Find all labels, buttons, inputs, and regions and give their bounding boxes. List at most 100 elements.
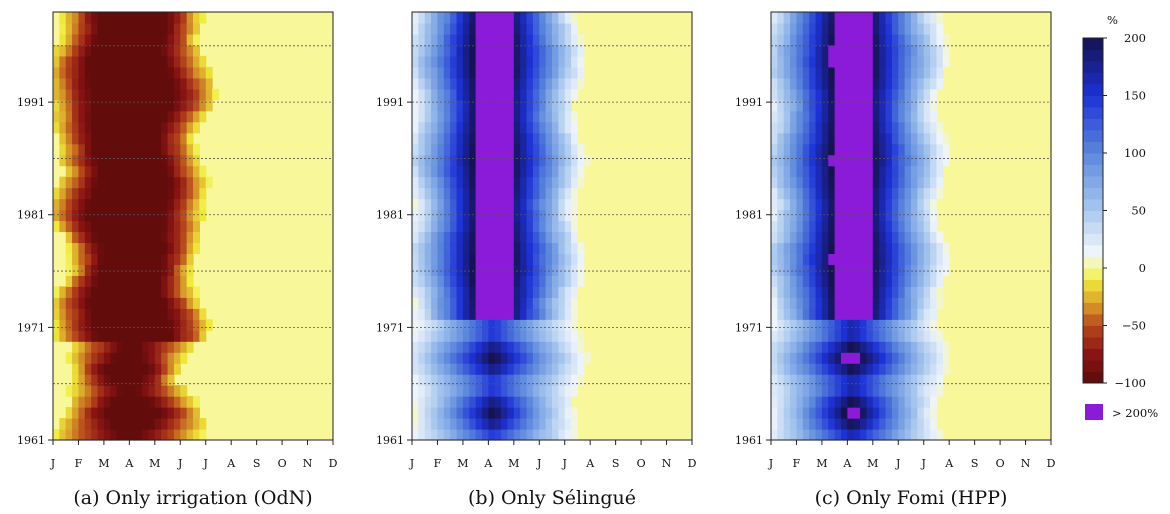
heat-cell	[796, 143, 804, 156]
heat-cell	[841, 209, 848, 222]
heat-cell	[923, 286, 931, 298]
heat-cell	[482, 385, 489, 397]
heat-cell	[558, 341, 566, 353]
heat-cell	[930, 341, 938, 353]
heat-cell	[456, 110, 464, 123]
heat-cell	[84, 55, 92, 68]
heat-cell	[154, 275, 162, 287]
heat-cell	[532, 374, 540, 386]
heat-cell	[777, 330, 785, 342]
heat-cell	[103, 374, 111, 386]
heat-cell	[911, 264, 918, 276]
heat-cell	[154, 22, 162, 35]
heat-cell	[129, 88, 137, 101]
heat-cell	[891, 176, 899, 189]
heat-cell	[526, 22, 534, 35]
heat-cell	[507, 209, 515, 222]
heat-cell	[193, 198, 200, 211]
heat-cell	[135, 385, 143, 397]
heat-cell	[564, 363, 572, 375]
heat-cell	[91, 143, 99, 156]
heat-cell	[103, 55, 111, 68]
heat-cell	[142, 132, 150, 145]
heat-cell	[469, 66, 477, 79]
heat-cell	[456, 99, 464, 112]
heat-cell	[898, 352, 906, 364]
heat-cell	[65, 418, 73, 430]
heat-cell	[552, 429, 559, 441]
heat-cell	[412, 308, 419, 320]
heat-cell	[815, 154, 823, 167]
heat-cell	[482, 330, 489, 342]
heat-cell	[545, 363, 553, 375]
heat-cell	[847, 55, 855, 68]
heat-cell	[84, 209, 92, 222]
heat-cell	[424, 319, 432, 331]
heat-cell	[777, 77, 785, 90]
heat-cell	[193, 220, 200, 233]
heat-cell	[78, 176, 86, 189]
heat-cell	[790, 231, 798, 244]
heat-cell	[142, 176, 150, 189]
heat-cell	[437, 220, 445, 233]
heat-cell	[443, 275, 451, 287]
heat-cell	[186, 165, 194, 178]
heat-cell	[437, 275, 445, 287]
heat-cell	[571, 187, 579, 200]
heat-cell	[482, 110, 489, 123]
heat-cell	[860, 143, 868, 156]
heat-cell	[564, 33, 572, 46]
heat-cell	[520, 121, 528, 134]
heat-cell	[431, 66, 439, 79]
x-tick-label: D	[329, 457, 338, 470]
heat-cell	[532, 330, 540, 342]
heat-cell	[501, 319, 509, 331]
heat-cell	[790, 264, 798, 276]
heat-cell	[802, 44, 810, 57]
heat-cell	[520, 242, 528, 255]
heat-cell	[821, 220, 829, 233]
heat-cell	[577, 33, 585, 46]
heat-cell	[65, 143, 73, 156]
heat-cell	[917, 253, 925, 266]
heat-cell	[571, 143, 579, 156]
heat-cell	[872, 44, 880, 57]
heat-cell	[91, 66, 99, 79]
heat-cell	[78, 110, 86, 123]
heat-cell	[72, 209, 80, 222]
heat-cell	[469, 319, 477, 331]
heat-cell	[904, 220, 912, 233]
heat-cell	[821, 66, 829, 79]
heat-cell	[790, 363, 798, 375]
heat-cell	[520, 99, 528, 112]
heat-cell	[91, 297, 99, 309]
heat-cells	[412, 12, 591, 441]
heat-cell	[91, 231, 99, 244]
heat-cell	[450, 209, 458, 222]
heat-cell	[97, 132, 105, 145]
heat-cell	[821, 121, 829, 134]
heat-cell	[564, 231, 572, 244]
heat-cell	[520, 429, 528, 441]
heat-cell	[507, 12, 515, 24]
heat-cell	[437, 176, 445, 189]
heat-cell	[777, 231, 785, 244]
heat-cell	[526, 121, 534, 134]
heat-cell	[431, 242, 439, 255]
heat-cell	[828, 121, 836, 134]
heat-cell	[847, 44, 855, 57]
heat-cell	[923, 352, 931, 364]
heat-cell	[904, 12, 912, 24]
heat-cell	[103, 242, 111, 255]
heat-cell	[437, 77, 445, 90]
heat-cell	[923, 242, 931, 255]
heat-cell	[431, 187, 439, 200]
heat-cell	[771, 143, 778, 156]
heat-cell	[904, 275, 912, 287]
heat-cell	[186, 220, 194, 233]
heat-cell	[821, 418, 829, 430]
heat-cell	[879, 385, 887, 397]
heat-cell	[558, 33, 566, 46]
heat-cell	[424, 297, 432, 309]
